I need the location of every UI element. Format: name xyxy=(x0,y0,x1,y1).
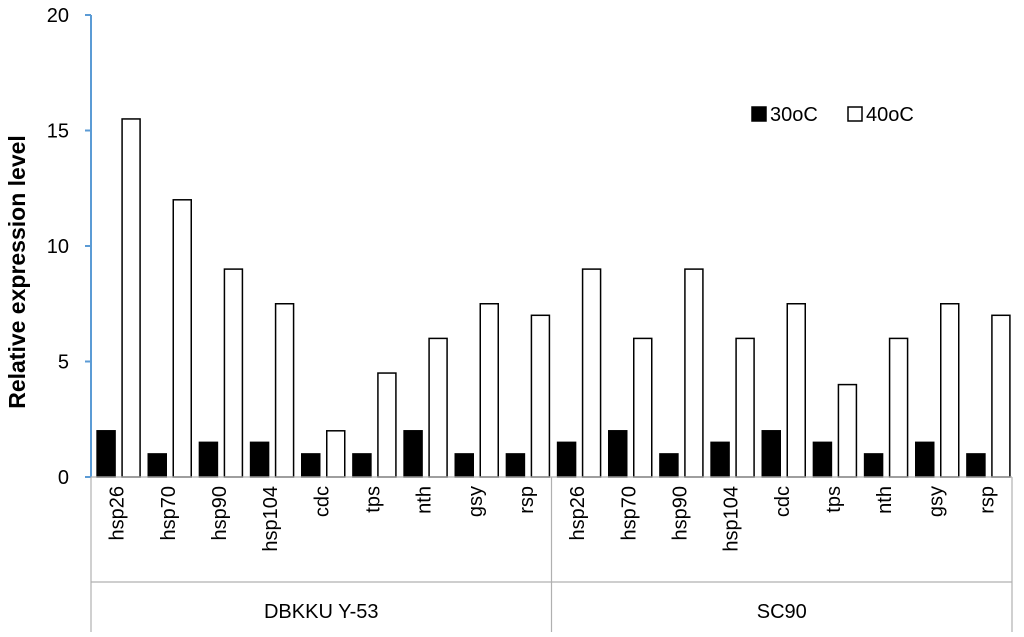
legend: 30oC 40oC xyxy=(751,104,914,126)
x-category-label: hsp70 xyxy=(158,486,180,541)
bar-40oC-15 xyxy=(888,337,909,478)
bar-40oC-10 xyxy=(633,337,653,478)
bar-40oC-11 xyxy=(684,268,704,478)
x-category-label: tps xyxy=(823,486,845,513)
x-category-label: hsp90 xyxy=(209,486,231,541)
x-category-label: rsp xyxy=(516,486,538,514)
bar-40oC-9 xyxy=(581,268,602,478)
y-tick-label: 0 xyxy=(58,467,69,489)
bar-40oC-1 xyxy=(172,199,192,478)
bar-40oC-17 xyxy=(991,314,1011,478)
x-category-label: gsy xyxy=(465,486,487,517)
bar-30oC-5 xyxy=(352,453,372,478)
x-category-label: hsp104 xyxy=(260,486,282,552)
bar-40oC-3 xyxy=(274,303,295,478)
x-category-label: hsp26 xyxy=(107,486,129,541)
bar-30oC-4 xyxy=(301,453,321,478)
x-group-label: DBKKU Y-53 xyxy=(264,601,379,623)
x-category-label: cdc xyxy=(311,486,333,517)
bar-40oC-0 xyxy=(121,118,141,478)
x-category-label: cdc xyxy=(772,486,794,517)
bar-30oC-9 xyxy=(556,441,577,478)
bar-30oC-0 xyxy=(96,430,116,478)
x-category-label: rsp xyxy=(976,486,998,514)
bar-30oC-6 xyxy=(403,430,423,478)
bar-40oC-2 xyxy=(223,268,244,478)
bar-40oC-13 xyxy=(786,303,806,478)
bar-40oC-6 xyxy=(428,337,448,478)
bar-40oC-14 xyxy=(837,383,858,478)
x-category-label: hsp90 xyxy=(669,486,691,541)
bar-40oC-7 xyxy=(479,303,499,478)
bar-30oC-16 xyxy=(915,441,935,478)
bar-30oC-11 xyxy=(659,453,679,478)
x-category-label: hsp26 xyxy=(567,486,589,541)
x-category-label: hsp70 xyxy=(618,486,640,541)
bar-30oC-8 xyxy=(505,453,526,478)
legend-swatch-1 xyxy=(847,106,863,122)
x-group-label: SC90 xyxy=(757,601,807,623)
bars xyxy=(96,118,1011,478)
bar-40oC-8 xyxy=(530,314,551,478)
bar-30oC-13 xyxy=(761,430,781,478)
x-category-label: hsp104 xyxy=(721,486,743,552)
bar-40oC-5 xyxy=(377,372,397,478)
y-tick-label: 10 xyxy=(47,236,69,258)
bar-30oC-15 xyxy=(863,453,884,478)
legend-label: 40oC xyxy=(866,104,914,126)
bar-30oC-2 xyxy=(198,441,219,478)
bar-40oC-12 xyxy=(735,337,755,478)
bar-30oC-3 xyxy=(249,441,270,478)
x-axis: hsp26 hsp70 hsp90 hsp104 cdc tps nth gsy rsp DBKK… xyxy=(90,476,1013,632)
legend-swatch-0 xyxy=(751,106,767,122)
y-tick-label: 20 xyxy=(47,5,69,27)
y-tick-label: 5 xyxy=(58,352,69,374)
bar-30oC-14 xyxy=(812,441,833,478)
bar-30oC-1 xyxy=(147,453,167,478)
x-category-label: nth xyxy=(874,486,896,514)
x-category-label: gsy xyxy=(925,486,947,517)
bar-40oC-4 xyxy=(326,430,346,478)
bar-30oC-17 xyxy=(966,453,986,478)
x-category-label: tps xyxy=(362,486,384,513)
bar-30oC-7 xyxy=(454,453,474,478)
y-axis-label: Relative expression level xyxy=(4,135,30,409)
bar-30oC-12 xyxy=(710,441,730,478)
x-category-label: nth xyxy=(414,486,436,514)
legend-label: 30oC xyxy=(770,104,818,126)
y-axis: 0 5 10 15 20 xyxy=(47,5,92,489)
bar-30oC-10 xyxy=(608,430,628,478)
bar-40oC-16 xyxy=(940,303,960,478)
y-tick-label: 15 xyxy=(47,121,69,143)
